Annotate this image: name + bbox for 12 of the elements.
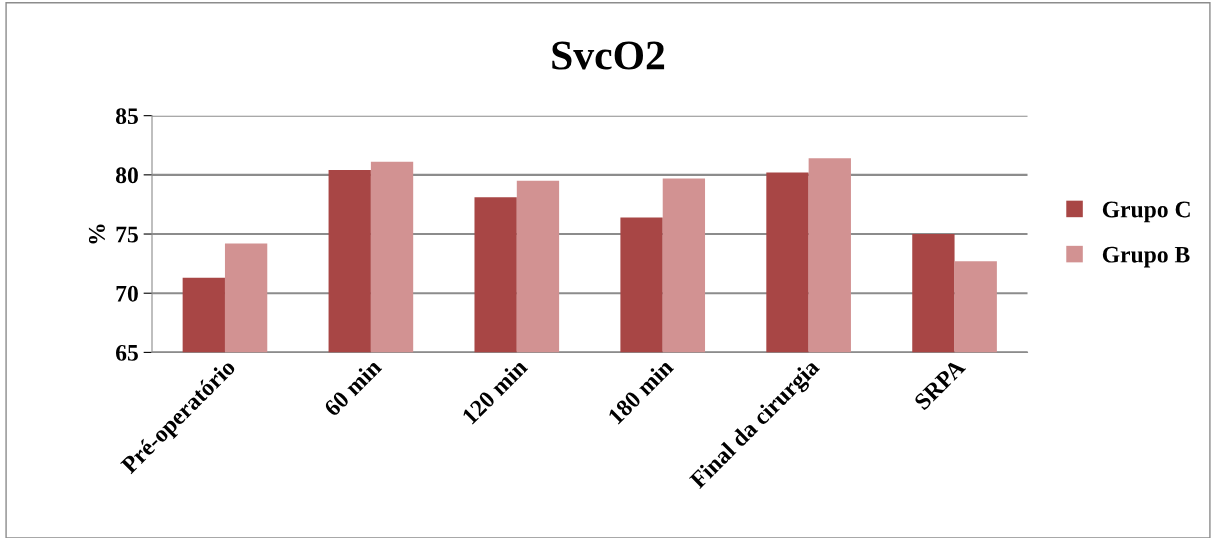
legend-label: Grupo C [1102,201,1190,223]
x-tick-label: 60 min [322,357,383,418]
x-tick-label: 120 min [461,357,529,425]
y-axis-title: % [88,224,105,244]
y-tick-label: 65 [116,344,138,361]
x-tick-label: 180 min [607,357,675,425]
y-tick-label: 80 [115,167,138,184]
legend-label: Grupo B [1102,246,1190,268]
y-tick-label: 85 [115,108,138,125]
y-tick-label: 75 [116,226,138,243]
y-tick-label: 70 [116,285,138,302]
chart-title: SvcO2 [552,41,665,70]
